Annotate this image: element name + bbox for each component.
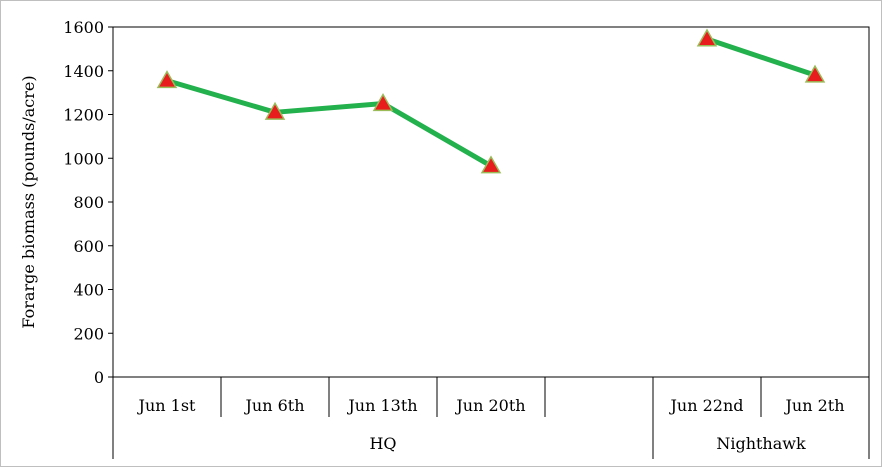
plot-area-border — [112, 26, 870, 378]
x-tick-label: Jun 2th — [783, 396, 844, 415]
data-point-marker — [480, 155, 502, 174]
data-point-marker — [696, 28, 718, 47]
data-point-marker — [804, 64, 826, 83]
x-category-labels: Jun 1st Jun 6th Jun 13th Jun 20th Jun 22nd Ju… — [137, 396, 845, 415]
x-tick-label: Jun 20th — [454, 396, 525, 415]
series-line — [166, 78, 493, 169]
y-tick-label: 1000 — [63, 149, 104, 168]
series — [156, 28, 826, 174]
y-tick-label: 200 — [73, 324, 104, 343]
axes — [108, 26, 870, 459]
x-group-label: HQ — [369, 434, 396, 453]
x-tick-label: Jun 13th — [346, 396, 417, 415]
y-tick-labels: 0 200 400 600 800 1000 1200 1400 1600 — [63, 18, 104, 387]
x-tick-label: Jun 22nd — [668, 396, 743, 415]
y-tick-label: 1400 — [63, 62, 104, 81]
y-tick-label: 1200 — [63, 106, 104, 125]
x-tick-label: Jun 1st — [137, 396, 197, 415]
y-tick-label: 1600 — [63, 18, 104, 37]
x-tick-label: Jun 6th — [243, 396, 304, 415]
y-tick-label: 600 — [73, 237, 104, 256]
x-group-labels: HQ Nighthawk — [369, 434, 806, 453]
x-group-label: Nighthawk — [716, 434, 806, 453]
y-tick-label: 0 — [94, 368, 104, 387]
data-point-marker — [264, 101, 286, 120]
data-point-marker — [156, 70, 178, 89]
series-line — [706, 36, 816, 78]
y-tick-label: 800 — [73, 193, 104, 212]
data-point-marker — [372, 93, 394, 112]
y-tick-label: 400 — [73, 281, 104, 300]
y-axis-label: Forarge biomass (pounds/acre) — [19, 75, 38, 328]
